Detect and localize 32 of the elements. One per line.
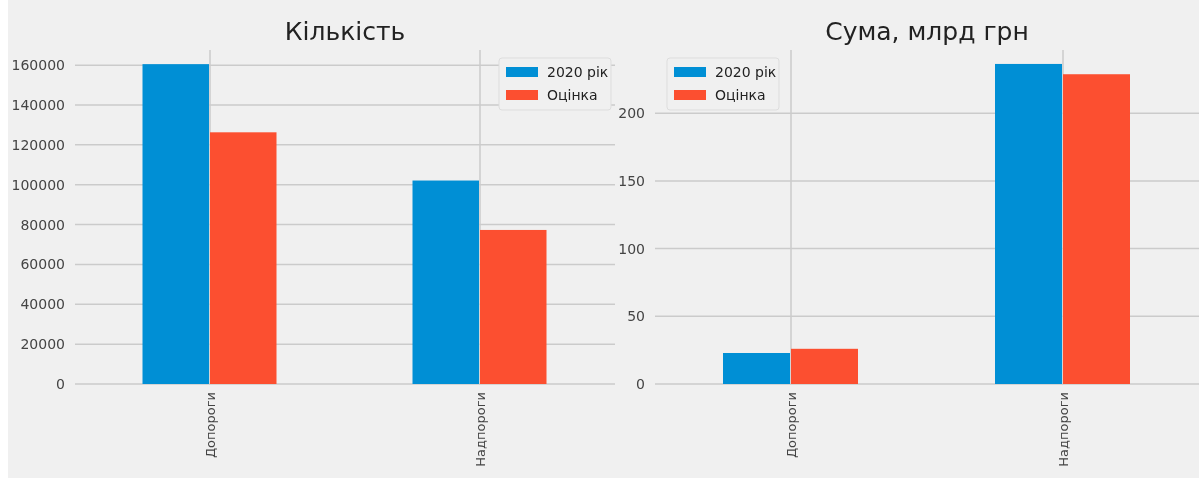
bar <box>480 229 547 384</box>
bar <box>412 180 479 384</box>
legend-label: 2020 рік <box>547 64 609 80</box>
chart-title: Сума, млрд грн <box>825 17 1029 46</box>
y-tick-label: 0 <box>56 376 65 392</box>
y-tick-label: 80000 <box>20 216 65 233</box>
y-tick-label: 20000 <box>20 336 65 353</box>
legend-label: Оцінка <box>715 87 766 103</box>
y-tick-label: 200 <box>618 105 645 122</box>
bar <box>723 353 790 384</box>
legend-label: Оцінка <box>547 87 598 103</box>
bar <box>791 348 858 384</box>
x-tick-label: Надпороги <box>1056 392 1071 467</box>
y-tick-label: 120000 <box>11 136 65 153</box>
bar <box>142 64 209 384</box>
bar <box>1063 74 1130 384</box>
y-tick-label: 0 <box>636 376 645 392</box>
x-tick-label: Допороги <box>203 392 218 459</box>
bar <box>995 63 1062 384</box>
y-tick-label: 50 <box>627 308 645 325</box>
y-tick-label: 100 <box>618 240 645 257</box>
y-tick-label: 150 <box>618 172 645 189</box>
bar <box>210 132 277 384</box>
legend-label: 2020 рік <box>715 64 777 80</box>
y-tick-label: 100000 <box>11 176 65 193</box>
chart-title: Кількість <box>284 17 406 46</box>
y-tick-label: 40000 <box>20 296 65 313</box>
x-tick-label: Надпороги <box>473 392 488 467</box>
y-tick-label: 140000 <box>11 97 65 113</box>
y-tick-label: 60000 <box>20 256 65 273</box>
y-tick-label: 160000 <box>11 57 65 74</box>
x-tick-label: Допороги <box>784 392 799 459</box>
